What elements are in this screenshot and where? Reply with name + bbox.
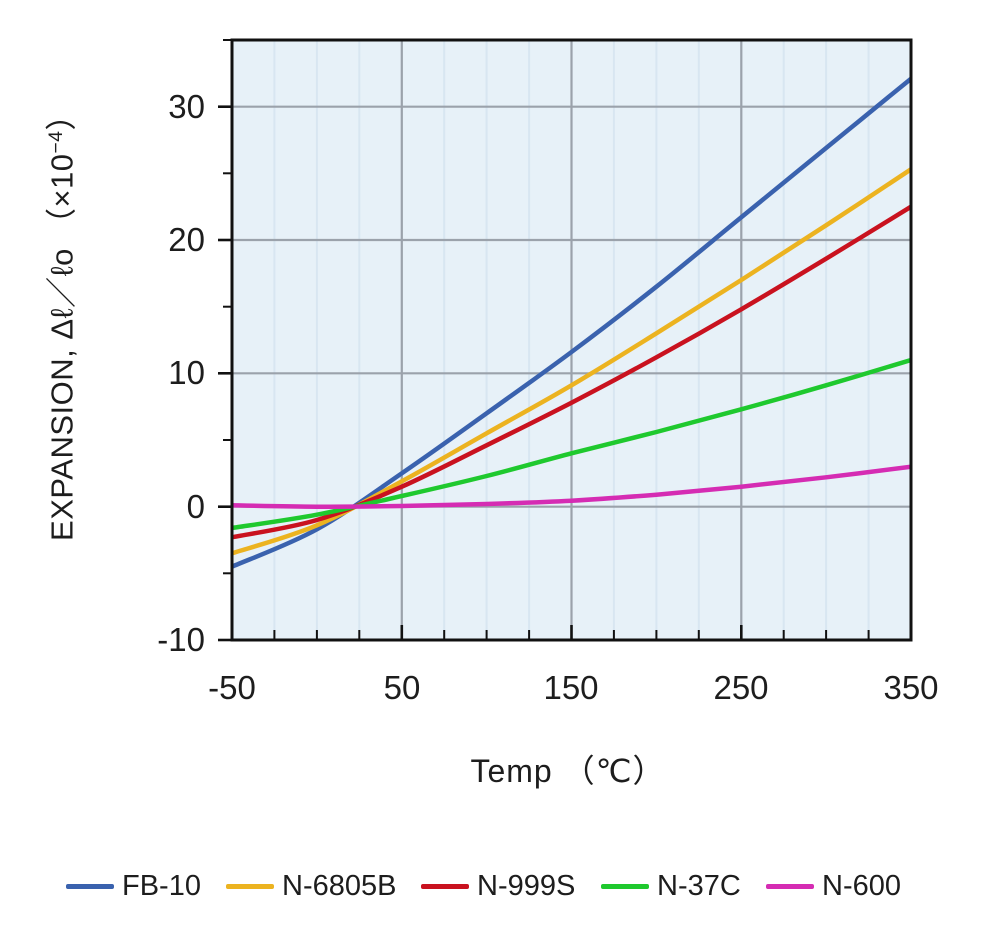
y-axis-title: EXPANSION, Δℓ／ℓo （×10−4） [35,20,80,620]
legend-label: N-37C [657,869,741,902]
y-axis-title-exponent: −4 [46,130,67,154]
legend-label: FB-10 [122,869,201,902]
legend-label: N-999S [477,869,576,902]
y-tick-label: 0 [186,488,205,525]
x-tick-label: 250 [713,669,769,706]
y-axis-title-close-paren: ） [44,99,80,131]
y-tick-label: 20 [168,221,205,258]
y-tick-label: 10 [168,354,205,391]
y-tick-label: 30 [168,88,205,125]
legend-item-n-999s: N-999S [421,866,575,906]
legend-line-swatch [226,883,274,889]
legend-item-n-600: N-600 [766,866,901,906]
x-tick-label: 150 [543,669,599,706]
plot-border [230,38,913,642]
x-tick-label: 50 [383,669,421,706]
series-line-N-37C [232,357,911,531]
x-tick-label: 350 [883,669,939,706]
legend-line-swatch [66,883,114,889]
y-axis-title-text: EXPANSION, Δℓ／ℓo （×10 [44,153,80,541]
legend-label: N-6805B [282,869,397,902]
legend-item-n-6805b: N-6805B [226,866,396,906]
legend-item-n-37c: N-37C [601,866,741,906]
legend-label: N-600 [822,869,901,902]
legend-item-fb-10: FB-10 [66,866,201,906]
legend-line-swatch [421,883,469,889]
legend-line-swatch [766,883,814,889]
x-axis-title: Temp （℃） [470,753,666,789]
y-tick-label: -10 [157,621,205,658]
legend-line-swatch [601,883,649,889]
x-tick-label: -50 [208,669,256,706]
series-line-N-600 [232,464,911,509]
